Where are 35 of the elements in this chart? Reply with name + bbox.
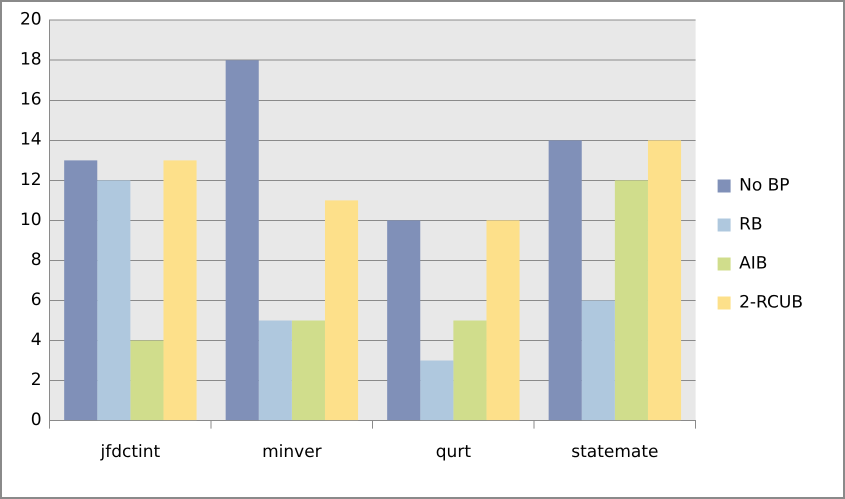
legend-label: AIB [739,253,768,274]
y-tick-label: 4 [30,330,42,350]
x-tick-label: qurt [436,442,472,462]
bar [614,180,648,420]
y-tick-label: 14 [20,130,42,150]
y-tick-label: 12 [20,170,42,190]
bar [324,200,358,420]
bar [582,300,615,420]
bar [97,180,130,420]
y-tick-label: 2 [30,370,42,390]
y-tick-label: 10 [20,210,42,230]
bar [453,320,486,420]
y-tick-label: 6 [30,290,42,310]
x-tick-label: minver [262,442,322,462]
bar [387,220,420,420]
legend-label: No BP [739,175,790,196]
y-tick-label: 8 [30,250,42,270]
y-tick-label: 20 [20,10,42,30]
y-tick-label: 0 [30,410,42,430]
y-tick-label: 16 [20,90,42,110]
y-tick-label: 18 [20,50,42,70]
bar [226,60,259,420]
x-tick-label: statemate [571,442,658,462]
bar [486,220,520,420]
bar [548,140,582,420]
bar [292,320,325,420]
legend-label: RB [739,214,763,234]
bar [258,320,292,420]
bar [130,340,164,420]
bar [420,360,454,420]
legend-label: 2-RCUB [739,292,804,312]
bar [163,160,197,420]
x-tick-label: jfdctint [100,442,161,462]
bar [648,140,682,420]
bar [64,160,98,420]
